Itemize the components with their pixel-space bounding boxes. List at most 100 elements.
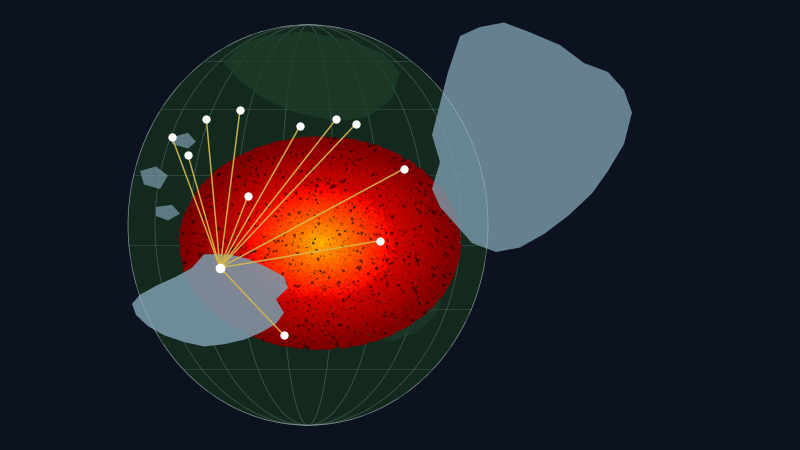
Point [342,278,354,285]
Point [344,137,357,144]
Point [302,198,314,206]
Point [273,304,286,311]
Point [224,276,237,283]
Point [324,135,337,142]
Point [266,142,278,149]
Point [349,249,362,256]
Point [230,180,243,187]
Point [254,324,266,332]
Point [316,290,329,297]
Point [256,252,269,259]
Point [346,241,359,248]
Point [206,208,218,216]
Point [353,199,366,207]
Point [205,281,218,288]
Point [269,140,282,147]
Point [328,223,341,230]
Point [340,196,353,203]
Point [222,172,235,179]
Point [255,215,268,222]
Point [285,206,298,213]
Point [262,219,275,226]
Point [220,294,233,302]
Point [410,212,422,220]
Point [278,341,291,348]
Point [403,232,416,239]
Point [350,219,362,226]
Point [407,182,420,189]
Point [274,156,286,163]
Point [238,216,251,224]
Point [259,251,272,258]
Point [260,204,273,212]
Point [317,306,330,313]
Point [220,166,233,174]
Point [410,209,422,216]
Point [410,282,422,289]
Point [389,225,402,233]
Point [223,272,236,279]
Point [287,264,300,271]
Point [232,164,245,171]
Point [388,182,401,189]
Point [311,297,324,304]
Point [259,310,272,317]
Point [356,216,369,223]
Point [271,206,284,213]
Point [409,272,422,279]
Point [307,180,320,188]
Point [450,235,462,243]
Point [258,223,271,230]
Point [383,271,396,279]
Point [319,193,332,200]
Point [294,140,307,148]
Point [332,306,345,314]
Point [356,248,369,256]
Point [249,184,262,192]
Point [418,179,431,186]
Point [225,253,238,261]
Point [190,241,203,248]
Point [366,289,378,296]
Point [250,263,263,270]
Point [407,208,420,216]
Point [276,318,289,325]
Point [442,201,454,208]
Point [331,181,344,189]
Point [225,173,238,180]
Point [262,259,274,266]
Point [348,208,361,216]
Point [291,209,304,216]
Point [225,161,238,168]
Point [442,222,454,230]
Point [283,195,296,202]
Point [221,286,234,293]
Point [358,321,370,328]
Point [427,214,440,221]
Point [193,226,206,234]
Point [368,293,381,300]
Point [441,259,454,266]
Point [246,211,259,218]
Point [330,310,342,318]
Point [373,221,386,229]
Point [408,294,421,302]
Point [284,245,297,252]
Point [300,180,313,187]
Point [433,243,446,250]
Point [365,231,378,239]
Point [314,196,326,203]
Point [340,165,353,172]
Point [368,241,381,248]
Point [258,189,271,197]
Point [211,185,224,192]
Point [200,179,213,186]
Point [348,195,361,203]
Point [294,207,306,214]
Point [286,253,298,261]
Point [405,179,418,186]
Point [260,278,273,285]
Point [298,211,311,218]
Point [379,302,392,310]
Point [406,162,418,169]
